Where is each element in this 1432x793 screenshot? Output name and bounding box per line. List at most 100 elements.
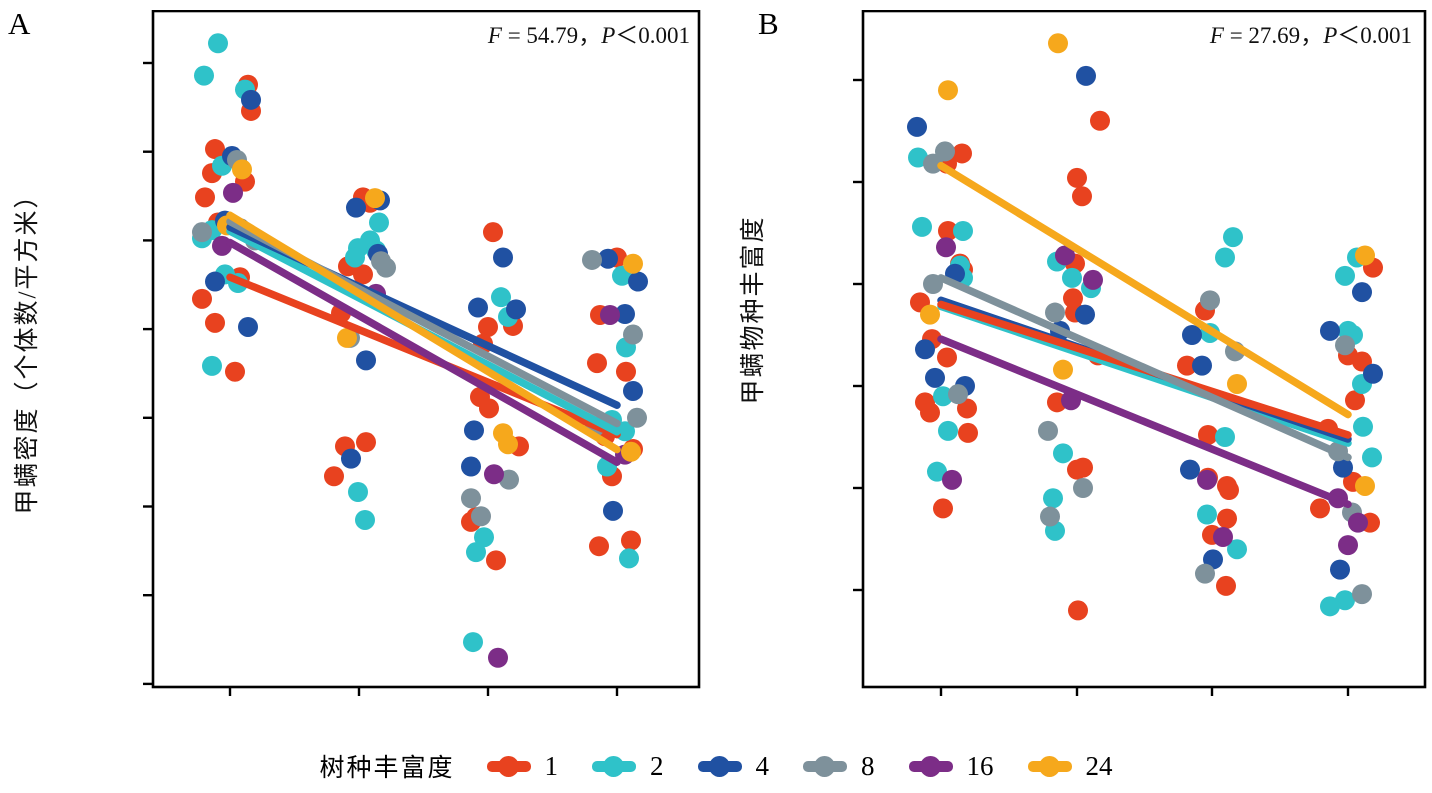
data-point-richness-1 xyxy=(616,361,636,382)
legend-marker-icon xyxy=(697,755,742,777)
data-point-richness-8 xyxy=(582,249,602,270)
data-point-richness-1 xyxy=(1177,355,1197,376)
data-point-richness-2 xyxy=(908,147,928,168)
data-point-richness-4 xyxy=(1330,559,1350,580)
data-point-richness-1 xyxy=(952,143,972,164)
data-point-richness-4 xyxy=(1352,282,1372,303)
data-point-richness-2 xyxy=(619,548,639,569)
data-point-richness-4 xyxy=(925,367,945,388)
data-point-richness-4 xyxy=(1180,459,1200,480)
data-point-richness-16 xyxy=(223,182,243,203)
legend-marker-dot-icon xyxy=(603,755,624,777)
data-point-richness-8 xyxy=(1045,302,1065,323)
panel-a-y-axis-title: 甲螨密度（个体数/平方米） xyxy=(14,181,41,515)
data-point-richness-1 xyxy=(1068,600,1088,621)
data-point-richness-4 xyxy=(506,299,526,320)
legend-item-label: 4 xyxy=(755,750,770,781)
data-point-richness-4 xyxy=(346,197,366,218)
legend-marker-dot-icon xyxy=(708,755,730,777)
data-point-richness-16 xyxy=(1197,469,1217,490)
data-point-richness-4 xyxy=(628,271,648,292)
data-point-richness-2 xyxy=(1215,247,1235,268)
data-point-richness-4 xyxy=(1333,457,1353,478)
legend-title: 树种丰富度 xyxy=(319,755,455,782)
p-value: ＜0.001 xyxy=(615,23,690,48)
data-point-richness-8 xyxy=(1352,584,1372,605)
data-point-richness-8 xyxy=(192,222,212,243)
data-point-richness-16 xyxy=(1083,269,1103,290)
data-point-richness-8 xyxy=(1040,506,1060,527)
data-point-richness-4 xyxy=(205,271,225,292)
legend: 树种丰富度 1 2 4 8 16 24 xyxy=(0,748,1432,784)
data-point-richness-1 xyxy=(1198,424,1218,445)
data-point-richness-1 xyxy=(957,398,977,419)
data-point-richness-4 xyxy=(603,500,623,521)
f-value: = 27.69 xyxy=(1223,23,1301,48)
data-point-richness-16 xyxy=(600,304,620,325)
panel-b-label: B xyxy=(758,6,779,41)
legend-item-16: 16 xyxy=(908,751,994,782)
data-point-richness-1 xyxy=(192,288,212,309)
data-point-richness-1 xyxy=(486,550,506,571)
data-point-richness-1 xyxy=(920,402,940,423)
data-point-richness-2 xyxy=(1197,504,1217,525)
data-point-richness-1 xyxy=(937,347,957,368)
legend-items: 1 2 4 8 16 24 xyxy=(486,750,1113,782)
data-point-richness-8 xyxy=(935,141,955,162)
plot-box xyxy=(151,10,701,689)
data-point-richness-16 xyxy=(942,469,962,490)
legend-marker-icon xyxy=(592,755,636,777)
data-point-richness-1 xyxy=(1217,508,1237,529)
legend-marker-icon xyxy=(803,755,847,777)
data-point-richness-2 xyxy=(933,386,953,407)
comma: ， xyxy=(1300,23,1324,48)
data-point-richness-2 xyxy=(208,33,228,54)
data-point-richness-1 xyxy=(353,264,373,285)
trend-line-richness-16 xyxy=(226,238,621,466)
legend-item-label: 24 xyxy=(1085,750,1113,781)
f-symbol: F xyxy=(1209,23,1224,48)
data-point-richness-2 xyxy=(466,542,486,563)
legend-item-label: 1 xyxy=(544,750,559,781)
data-point-richness-4 xyxy=(241,89,261,110)
data-point-richness-8 xyxy=(1200,290,1220,311)
data-point-richness-1 xyxy=(225,361,245,382)
data-point-richness-8 xyxy=(471,506,491,527)
p-symbol: P xyxy=(1323,23,1338,48)
data-point-richness-16 xyxy=(936,237,956,258)
data-point-richness-4 xyxy=(1076,65,1096,86)
data-point-richness-1 xyxy=(1067,459,1087,480)
data-point-richness-24 xyxy=(1048,33,1068,54)
trend-line-richness-24 xyxy=(226,211,621,454)
p-value: ＜0.001 xyxy=(1337,23,1412,48)
data-point-richness-2 xyxy=(1335,590,1355,611)
data-point-richness-2 xyxy=(1227,539,1247,560)
data-point-richness-4 xyxy=(461,456,481,477)
data-point-richness-1 xyxy=(483,222,503,243)
data-point-richness-1 xyxy=(478,316,498,337)
data-point-richness-4 xyxy=(1182,325,1202,345)
data-point-richness-1 xyxy=(195,187,215,208)
data-point-richness-2 xyxy=(491,287,511,308)
data-point-richness-2 xyxy=(348,481,368,502)
data-point-richness-1 xyxy=(958,422,978,443)
data-point-richness-16 xyxy=(1055,245,1075,266)
data-point-richness-2 xyxy=(938,420,958,441)
data-point-richness-1 xyxy=(587,353,607,374)
plot-panel-b: 30252015105winterspringsummerautumn xyxy=(853,10,1427,696)
data-point-richness-1 xyxy=(1216,575,1236,596)
data-point-richness-4 xyxy=(615,304,635,325)
legend-item-4: 4 xyxy=(697,750,770,782)
data-point-richness-8 xyxy=(499,469,519,490)
data-point-richness-2 xyxy=(1215,427,1235,447)
data-point-richness-24 xyxy=(365,188,385,209)
data-point-richness-1 xyxy=(621,530,641,551)
panel-b-y-axis-title: 甲螨物种丰富度 xyxy=(740,215,767,405)
data-point-richness-1 xyxy=(356,432,376,453)
data-point-richness-2 xyxy=(202,355,222,376)
data-point-richness-4 xyxy=(907,116,927,137)
legend-marker-icon xyxy=(486,755,531,777)
data-point-richness-24 xyxy=(623,253,643,274)
plot-box xyxy=(861,10,1427,689)
